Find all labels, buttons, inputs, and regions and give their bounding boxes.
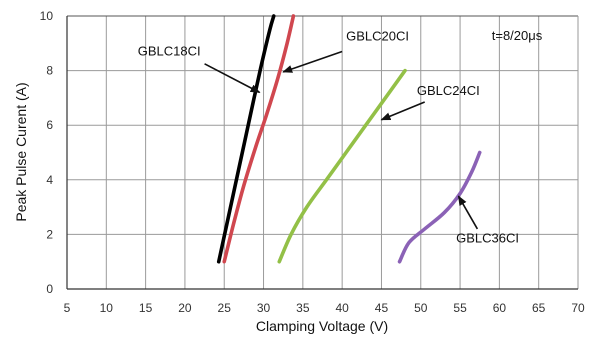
x-tick-label: 55 [453, 301, 467, 315]
plot-background [67, 16, 578, 289]
x-tick-label: 35 [296, 301, 310, 315]
y-tick-label: 6 [46, 118, 53, 132]
y-tick-label: 4 [46, 173, 53, 187]
series-label-gblc20ci: GBLC20CI [346, 29, 409, 44]
grid [67, 16, 579, 289]
series-label-gblc36ci: GBLC36CI [456, 231, 519, 246]
x-tick-label: 60 [493, 301, 507, 315]
x-tick-label: 30 [257, 301, 271, 315]
callout-arrow-gblc18ci [204, 63, 261, 94]
y-axis-label: Peak Pulse Curent (A) [13, 82, 29, 221]
callouts: GBLC18CI GBLC20CI GBLC24CI GBLC36CI [138, 29, 519, 246]
x-tick-label: 40 [335, 301, 349, 315]
x-tick-label: 70 [571, 301, 585, 315]
x-tick-label: 65 [532, 301, 546, 315]
y-tick-label: 8 [46, 64, 53, 78]
callout-arrow-gblc20ci [282, 50, 343, 73]
y-tick-label: 0 [46, 282, 53, 296]
x-tick-label: 5 [64, 301, 71, 315]
y-tick-label: 2 [46, 227, 53, 241]
callout-arrow-gblc24ci [380, 101, 426, 121]
x-tick-label: 10 [100, 301, 114, 315]
pulse-annotation: t=8/20μs [492, 28, 543, 43]
x-tick-label: 50 [414, 301, 428, 315]
axes: 5 10 15 20 25 30 35 40 45 50 55 60 65 70 0 2 4 6 8 10 [40, 9, 585, 315]
series-label-gblc24ci: GBLC24CI [417, 83, 480, 98]
series-line-gblc24ci [277, 68, 407, 264]
x-tick-label: 15 [139, 301, 153, 315]
x-axis-label: Clamping Voltage (V) [256, 318, 388, 334]
callout-arrow-gblc36ci [457, 195, 479, 230]
series-label-gblc18ci: GBLC18CI [138, 44, 201, 59]
series-line-gblc18ci [216, 14, 276, 264]
x-tick-label: 25 [218, 301, 232, 315]
y-tick-label: 10 [40, 9, 54, 23]
x-tick-label: 20 [178, 301, 192, 315]
series-line-gblc36ci [397, 150, 482, 264]
series-line-gblc20ci [222, 14, 296, 264]
x-tick-label: 45 [375, 301, 389, 315]
series-group [216, 14, 482, 264]
